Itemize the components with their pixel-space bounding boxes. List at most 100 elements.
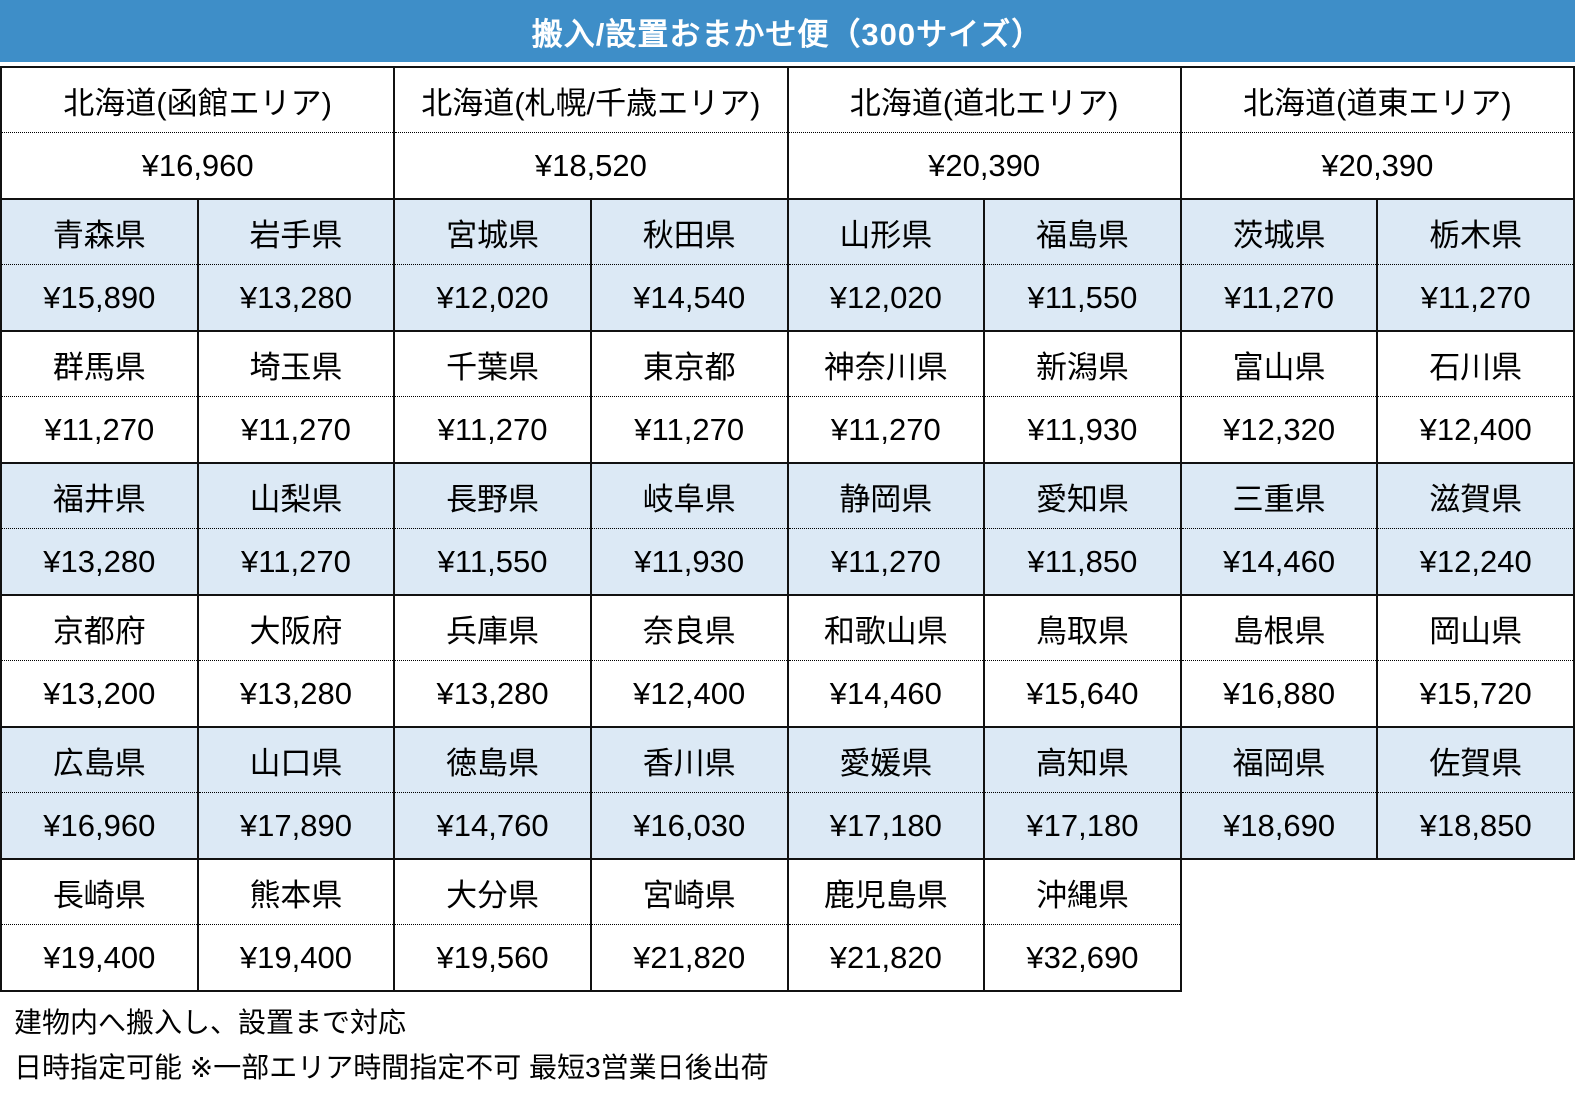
region-name: 山形県 (788, 200, 984, 265)
region-name: 長崎県 (2, 860, 197, 925)
region-name: 静岡県 (788, 464, 984, 529)
region-name: 岩手県 (198, 200, 394, 265)
region-cell: 北海道(道北エリア) ¥20,390 (788, 68, 1182, 200)
price-table: 北海道(函館エリア) ¥16,960 北海道(札幌/千歳エリア) ¥18,520 北海道… (0, 66, 1575, 992)
region-cell: 広島県 ¥16,960 (2, 728, 199, 860)
region-price: ¥12,400 (633, 675, 746, 711)
region-cell: 大分県 ¥19,560 (395, 860, 592, 992)
region-cell: 大阪府 ¥13,280 (198, 596, 396, 728)
table-title: 搬入/設置おまかせ便（300サイズ） (531, 16, 1044, 52)
region-name: 福島県 (985, 200, 1180, 265)
region-cell: 栃木県 ¥11,270 (1378, 200, 1575, 332)
region-name: 北海道(道東エリア) (1181, 68, 1573, 133)
region-price: ¥14,540 (633, 279, 746, 315)
region-price: ¥11,270 (1420, 279, 1531, 315)
region-cell: 福島県 ¥11,550 (985, 200, 1182, 332)
region-price: ¥11,270 (634, 411, 745, 447)
region-price: ¥14,460 (829, 675, 942, 711)
region-price: ¥13,280 (239, 279, 352, 315)
region-name: 石川県 (1378, 332, 1573, 397)
region-name: 福岡県 (1181, 728, 1377, 793)
table-footnotes: 建物内へ搬入し、設置まで対応 日時指定可能 ※一部エリア時間指定不可 最短3営業… (0, 1000, 1575, 1090)
region-name: 鳥取県 (985, 596, 1180, 661)
region-cell: 山梨県 ¥11,270 (198, 464, 396, 596)
region-price: ¥15,720 (1419, 675, 1532, 711)
region-price: ¥11,270 (241, 543, 351, 579)
region-name: 愛媛県 (788, 728, 984, 793)
region-price: ¥13,280 (43, 543, 156, 579)
region-price: ¥13,280 (436, 675, 549, 711)
region-price: ¥13,200 (43, 675, 156, 711)
region-price: ¥19,400 (239, 939, 352, 975)
region-price: ¥19,400 (43, 939, 156, 975)
region-price: ¥11,550 (1027, 279, 1138, 315)
region-name: 鹿児島県 (788, 860, 984, 925)
region-cell: 滋賀県 ¥12,240 (1378, 464, 1575, 596)
region-cell: 埼玉県 ¥11,270 (198, 332, 396, 464)
region-price: ¥15,640 (1026, 675, 1139, 711)
region-name: 三重県 (1181, 464, 1377, 529)
region-cell: 沖縄県 ¥32,690 (985, 860, 1182, 992)
region-name: 熊本県 (198, 860, 394, 925)
region-price: ¥11,850 (1027, 543, 1138, 579)
region-name: 滋賀県 (1378, 464, 1573, 529)
region-name: 埼玉県 (198, 332, 394, 397)
table-row-group-2: 群馬県 ¥11,270 埼玉県 ¥11,270 千葉県 ¥11,270 東京都 ¥11,270… (2, 332, 1575, 464)
region-name: 福井県 (2, 464, 197, 529)
region-price: ¥14,760 (436, 807, 549, 843)
region-cell: 香川県 ¥16,030 (591, 728, 789, 860)
region-price: ¥14,460 (1223, 543, 1336, 579)
region-cell: 佐賀県 ¥18,850 (1378, 728, 1575, 860)
region-name: 大分県 (395, 860, 590, 925)
region-price: ¥16,030 (633, 807, 746, 843)
region-name: 神奈川県 (788, 332, 984, 397)
region-cell: 和歌山県 ¥14,460 (788, 596, 986, 728)
region-cell: 長野県 ¥11,550 (395, 464, 592, 596)
region-price: ¥21,820 (633, 939, 746, 975)
region-name: 愛知県 (985, 464, 1180, 529)
region-name: 秋田県 (591, 200, 787, 265)
region-cell: 京都府 ¥13,200 (2, 596, 199, 728)
region-price: ¥11,270 (830, 411, 941, 447)
region-name: 高知県 (985, 728, 1180, 793)
region-price: ¥12,020 (829, 279, 942, 315)
region-name: 兵庫県 (395, 596, 590, 661)
region-cell: 熊本県 ¥19,400 (198, 860, 396, 992)
table-row-group-4: 京都府 ¥13,200 大阪府 ¥13,280 兵庫県 ¥13,280 奈良県 ¥12,400… (2, 596, 1575, 728)
region-cell: 島根県 ¥16,880 (1181, 596, 1379, 728)
region-price: ¥19,560 (436, 939, 549, 975)
region-price: ¥17,180 (1026, 807, 1139, 843)
region-price: ¥21,820 (829, 939, 942, 975)
region-price: ¥11,550 (437, 543, 548, 579)
region-cell: 福岡県 ¥18,690 (1181, 728, 1379, 860)
region-name: 島根県 (1181, 596, 1377, 661)
region-name: 長野県 (395, 464, 590, 529)
region-price: ¥12,020 (436, 279, 549, 315)
region-name: 新潟県 (985, 332, 1180, 397)
region-price: ¥18,850 (1419, 807, 1532, 843)
region-cell: 愛知県 ¥11,850 (985, 464, 1182, 596)
region-cell: 北海道(函館エリア) ¥16,960 (2, 68, 396, 200)
region-cell: 愛媛県 ¥17,180 (788, 728, 986, 860)
region-price: ¥20,390 (1321, 147, 1434, 183)
region-name: 香川県 (591, 728, 787, 793)
footnote-line-1: 建物内へ搬入し、設置まで対応 (14, 1007, 407, 1038)
table-title-bar: 搬入/設置おまかせ便（300サイズ） (0, 0, 1575, 62)
region-cell: 群馬県 ¥11,270 (2, 332, 199, 464)
region-name: 宮崎県 (591, 860, 787, 925)
region-price: ¥16,880 (1223, 675, 1336, 711)
region-price: ¥11,270 (1224, 279, 1334, 315)
region-price: ¥20,390 (928, 147, 1041, 183)
table-row-group-6: 長崎県 ¥19,400 熊本県 ¥19,400 大分県 ¥19,560 宮崎県 ¥21,820… (2, 860, 1575, 992)
region-name: 北海道(道北エリア) (788, 68, 1180, 133)
region-cell: 東京都 ¥11,270 (591, 332, 789, 464)
region-name: 北海道(札幌/千歳エリア) (395, 68, 787, 133)
region-name: 群馬県 (2, 332, 197, 397)
region-cell: 岐阜県 ¥11,930 (591, 464, 789, 596)
region-price: ¥11,270 (437, 411, 548, 447)
region-name: 京都府 (2, 596, 197, 661)
region-price: ¥11,930 (634, 543, 745, 579)
region-name: 栃木県 (1378, 200, 1573, 265)
table-row-group-0: 北海道(函館エリア) ¥16,960 北海道(札幌/千歳エリア) ¥18,520 北海道… (2, 68, 1575, 200)
